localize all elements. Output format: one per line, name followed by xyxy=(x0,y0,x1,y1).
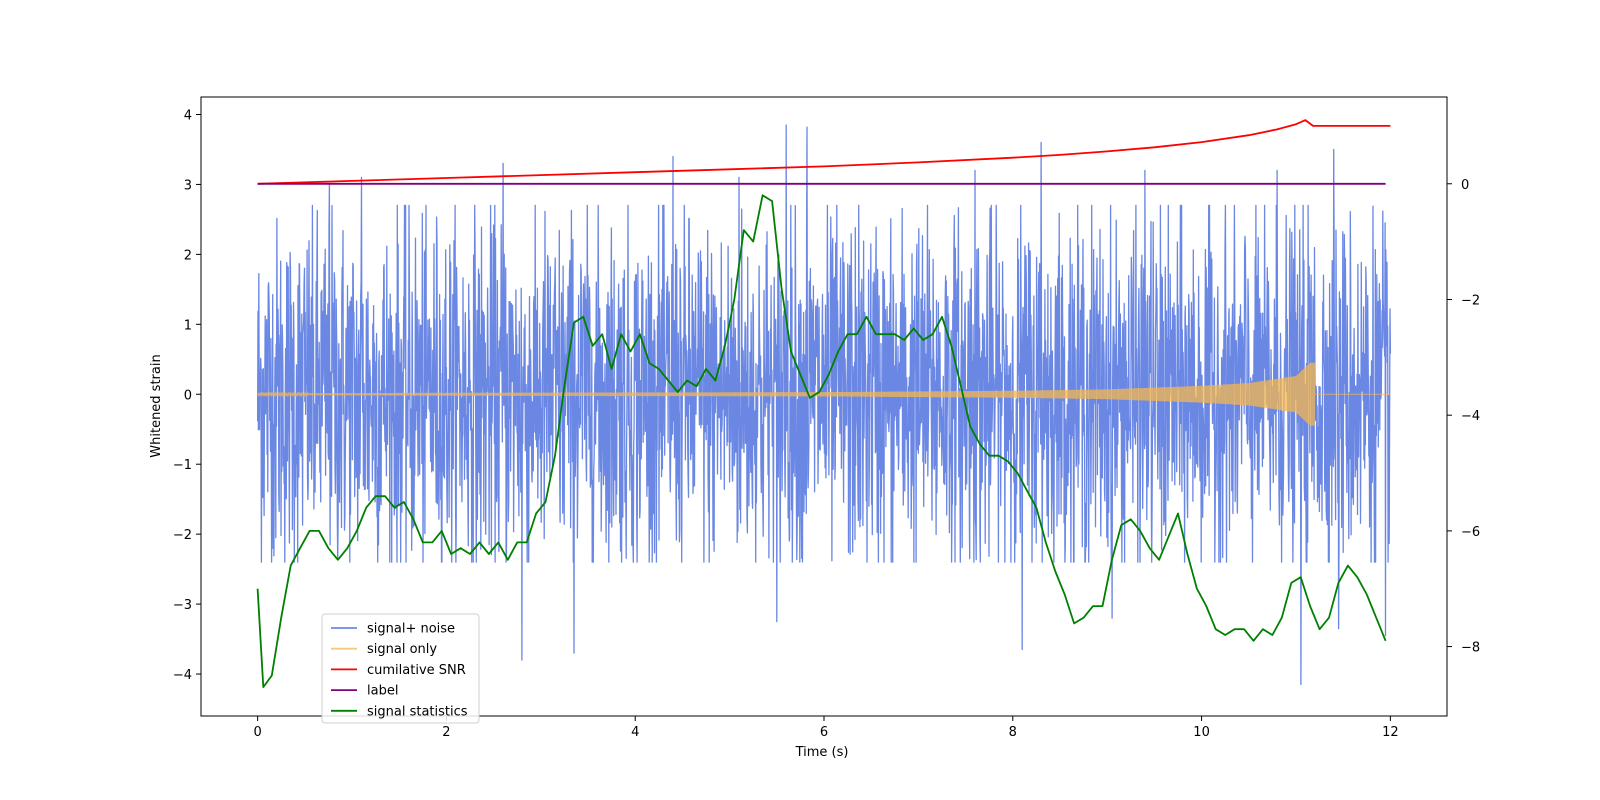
x-axis-label: Time (s) xyxy=(795,745,849,760)
y-tick-label: 3 xyxy=(184,178,192,193)
y-axis-label: Whitened strain xyxy=(149,354,164,457)
series-signal-statistics-line xyxy=(256,194,1387,688)
x-tick-label: 2 xyxy=(442,725,450,740)
y-axis-ticks: −4 −3 −2 −1 0 1 2 3 4 xyxy=(173,108,201,683)
series-cumulative-snr-line xyxy=(257,119,1391,185)
legend-box xyxy=(321,613,480,724)
y-tick-label: 4 xyxy=(184,108,192,123)
legend-entry-label: signal statistics xyxy=(367,704,468,719)
y2-tick-label: −8 xyxy=(1461,641,1480,656)
y2-tick-label: −2 xyxy=(1461,293,1480,308)
legend-entry-label: cumilative SNR xyxy=(367,663,466,678)
x-tick-label: 8 xyxy=(1009,725,1017,740)
legend-entry-label: label xyxy=(367,684,398,699)
y-tick-label: 1 xyxy=(184,318,192,333)
y2-axis-ticks: −8 −6 −4 −2 0 xyxy=(1447,178,1480,656)
y-tick-label: −1 xyxy=(173,458,192,473)
x-tick-label: 12 xyxy=(1382,725,1399,740)
y2-tick-label: −6 xyxy=(1461,525,1480,540)
series-signal-only-line xyxy=(257,362,1391,426)
y2-tick-label: 0 xyxy=(1461,178,1469,193)
series-layer xyxy=(256,119,1392,688)
y-tick-label: −2 xyxy=(173,528,192,543)
y-tick-label: −3 xyxy=(173,598,192,613)
x-tick-label: 0 xyxy=(253,725,261,740)
legend: signal+ noise signal only cumilative SNR la… xyxy=(321,613,480,724)
x-tick-label: 4 xyxy=(631,725,639,740)
y-tick-label: 2 xyxy=(184,248,192,263)
legend-entry-label: signal only xyxy=(367,642,437,657)
y-tick-label: 0 xyxy=(184,388,192,403)
y2-tick-label: −4 xyxy=(1461,409,1480,424)
y-tick-label: −4 xyxy=(173,668,192,683)
legend-entry-label: signal+ noise xyxy=(367,622,455,637)
x-tick-label: 6 xyxy=(820,725,828,740)
x-tick-label: 10 xyxy=(1193,725,1210,740)
